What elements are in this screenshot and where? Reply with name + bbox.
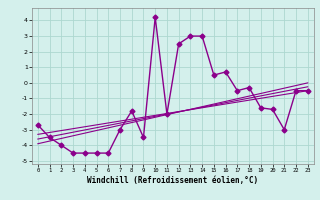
X-axis label: Windchill (Refroidissement éolien,°C): Windchill (Refroidissement éolien,°C) <box>87 176 258 185</box>
